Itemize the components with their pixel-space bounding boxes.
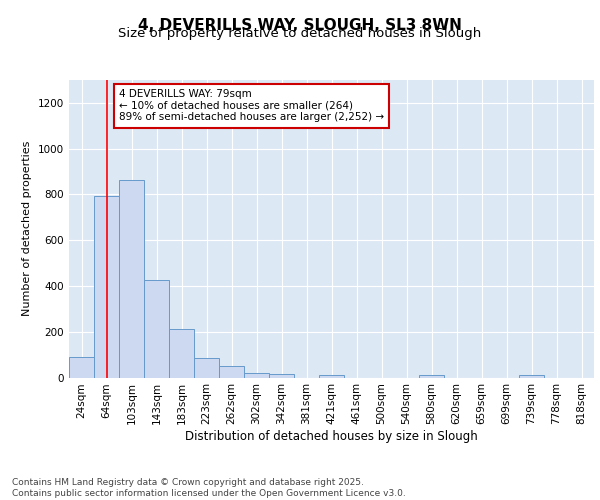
Text: Size of property relative to detached houses in Slough: Size of property relative to detached ho… (118, 28, 482, 40)
Bar (419, 375, 444, 378)
Bar (94, 196, 119, 378)
Bar (69, 357, 94, 378)
X-axis label: Distribution of detached houses by size in Slough: Distribution of detached houses by size … (185, 430, 478, 443)
Text: Contains HM Land Registry data © Crown copyright and database right 2025.
Contai: Contains HM Land Registry data © Crown c… (12, 478, 406, 498)
Bar (119, 180, 144, 378)
Bar (269, 374, 294, 378)
Text: 4, DEVERILLS WAY, SLOUGH, SL3 8WN: 4, DEVERILLS WAY, SLOUGH, SL3 8WN (138, 18, 462, 32)
Bar (169, 330, 194, 378)
Bar (519, 375, 544, 378)
Bar (144, 280, 169, 378)
Bar (244, 373, 269, 378)
Bar (319, 375, 344, 378)
Text: 4 DEVERILLS WAY: 79sqm
← 10% of detached houses are smaller (264)
89% of semi-de: 4 DEVERILLS WAY: 79sqm ← 10% of detached… (119, 89, 384, 122)
Bar (194, 358, 219, 378)
Bar (219, 366, 244, 378)
Y-axis label: Number of detached properties: Number of detached properties (22, 141, 32, 316)
